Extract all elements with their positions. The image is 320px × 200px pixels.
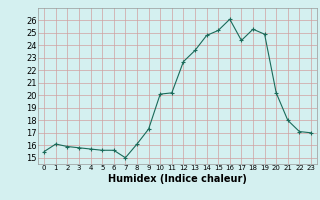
- X-axis label: Humidex (Indice chaleur): Humidex (Indice chaleur): [108, 174, 247, 184]
